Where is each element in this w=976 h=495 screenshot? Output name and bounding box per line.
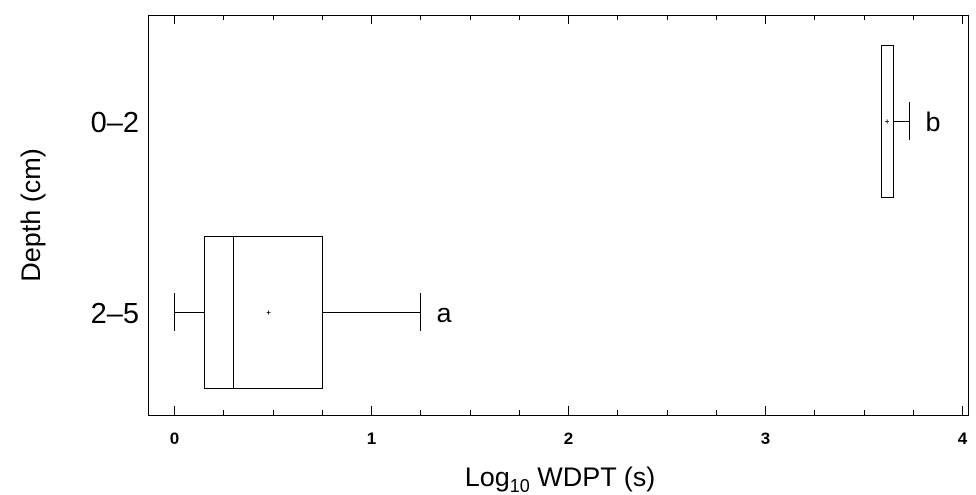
- y-category-label: 0–2: [91, 107, 139, 139]
- plot-frame: [148, 15, 969, 416]
- significance-letter: a: [437, 298, 453, 328]
- x-tick-label: 2: [564, 429, 573, 448]
- y-axis-category-labels: 0–2 2–5: [91, 107, 139, 330]
- y-axis-title-text: Depth (cm): [16, 148, 46, 282]
- box-series: ba: [174, 45, 941, 389]
- y-category-label: 2–5: [91, 298, 139, 330]
- x-tick-label: 4: [958, 429, 968, 448]
- x-tick-label: 1: [367, 429, 376, 448]
- box-iqr: [204, 236, 323, 389]
- mean-marker: [266, 310, 271, 315]
- x-axis-title: Log10 WDPT (s): [465, 462, 656, 495]
- mean-marker: [885, 119, 890, 124]
- x-axis-ticks: 0 1 2 3 4: [170, 15, 968, 448]
- y-axis-title: Depth (cm): [16, 148, 46, 282]
- minor-ticks: [223, 15, 914, 415]
- box-0–2: b: [881, 45, 941, 198]
- x-axis-title-text: Log10 WDPT (s): [465, 462, 656, 495]
- significance-letter: b: [926, 107, 941, 137]
- box-2–5: a: [174, 236, 453, 389]
- x-tick-label: 0: [170, 429, 179, 448]
- x-tick-label: 3: [761, 429, 770, 448]
